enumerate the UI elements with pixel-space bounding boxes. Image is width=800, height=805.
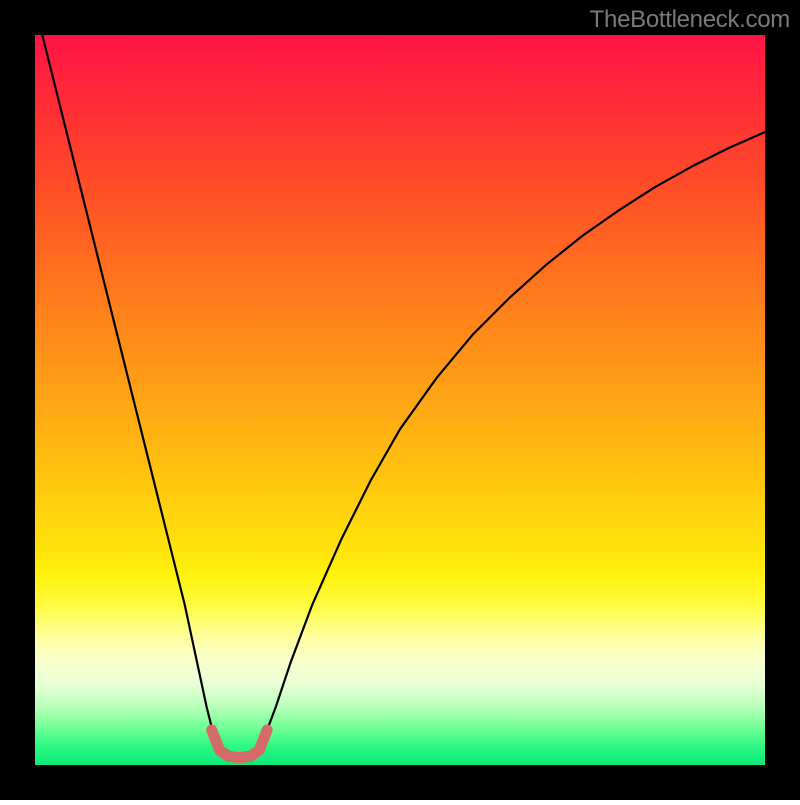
watermark-text: TheBottleneck.com bbox=[590, 6, 790, 34]
bottleneck-chart bbox=[0, 0, 800, 800]
chart-container bbox=[0, 0, 800, 800]
